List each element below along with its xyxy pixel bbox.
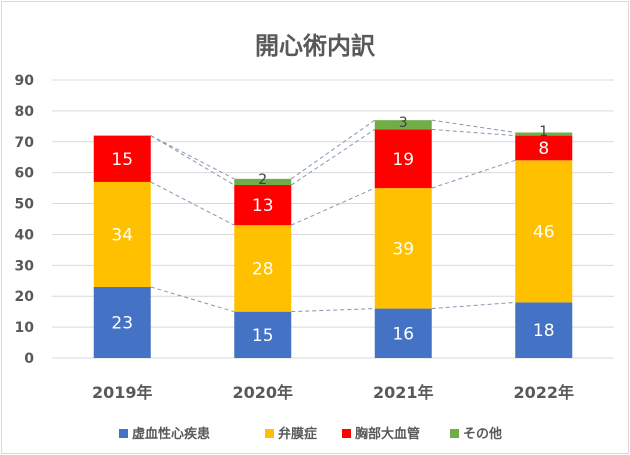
x-tick-label: 2019年: [92, 383, 153, 402]
bar-segment: [515, 135, 573, 161]
legend-label: その他: [463, 426, 502, 442]
x-tick-label: 2020年: [232, 383, 293, 402]
legend-label: 虚血性心疾患: [132, 426, 210, 442]
bar-segment: [234, 178, 292, 186]
bar-segment: [374, 129, 432, 189]
bar-segment: [234, 311, 292, 358]
series-line: [431, 159, 516, 189]
data-label: 13: [252, 196, 274, 216]
legend-label: 胸部大血管: [355, 426, 420, 442]
bar-segment: [374, 308, 432, 358]
series-line: [290, 129, 376, 186]
legend-swatch: [450, 429, 459, 438]
data-label: 8: [538, 139, 549, 159]
series-line: [150, 286, 235, 313]
y-tick-label: 70: [15, 135, 35, 151]
series-line: [150, 135, 235, 186]
y-tick-label: 80: [15, 104, 35, 120]
bar-segment: [515, 160, 573, 303]
y-tick-label: 30: [15, 258, 35, 274]
bar-segment: [515, 132, 573, 136]
x-tick-label: 2021年: [373, 383, 434, 402]
bar-segment: [374, 188, 432, 309]
data-label: 3: [399, 115, 408, 131]
bar-segment: [93, 135, 151, 182]
y-tick-label: 40: [15, 227, 35, 243]
data-label: 46: [533, 222, 555, 242]
y-tick-label: 20: [15, 289, 35, 305]
x-tick-label: 2022年: [513, 383, 574, 402]
data-label: 23: [111, 313, 133, 333]
y-tick-label: 90: [15, 73, 35, 89]
data-label: 15: [111, 150, 133, 170]
bar-segment: [93, 181, 151, 287]
data-label: 28: [252, 259, 274, 279]
bar-segment: [374, 120, 432, 130]
series-line: [150, 135, 235, 180]
y-tick-label: 60: [15, 166, 35, 182]
series-line: [431, 301, 516, 310]
series-line: [431, 119, 516, 134]
legend-label: 弁膜症: [278, 426, 317, 442]
y-tick-label: 0: [24, 351, 34, 367]
legend-swatch: [342, 429, 351, 438]
y-tick-label: 50: [15, 197, 35, 213]
data-label: 16: [392, 324, 414, 344]
data-label: 15: [252, 326, 274, 346]
series-line: [290, 119, 376, 180]
bar-segment: [234, 225, 292, 312]
series-line: [291, 187, 375, 226]
data-label: 39: [392, 239, 414, 259]
data-label: 2: [258, 172, 267, 188]
legend-swatch: [119, 429, 128, 438]
legend-swatch: [265, 429, 274, 438]
bar-segment: [515, 302, 573, 358]
data-label: 19: [392, 150, 414, 170]
y-tick-label: 10: [15, 320, 35, 336]
data-label: 18: [533, 321, 555, 341]
bar-segment: [93, 286, 151, 358]
data-label: 1: [539, 124, 548, 140]
series-line: [150, 181, 235, 226]
data-label: 34: [111, 225, 133, 245]
series-line: [291, 308, 375, 313]
bar-segment: [234, 185, 292, 226]
chart-title: 開心術内訳: [255, 32, 376, 60]
